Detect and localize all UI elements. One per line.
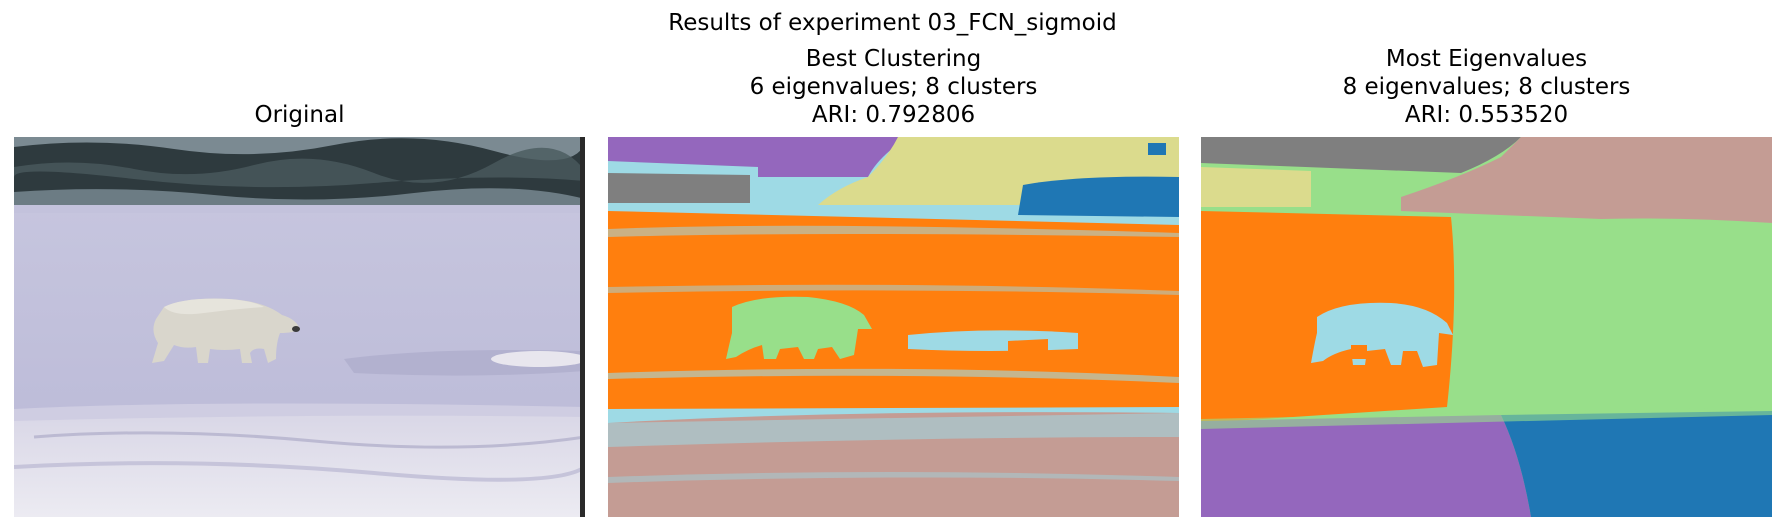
best-clustering-eigen-info: 6 eigenvalues; 8 clusters	[749, 74, 1038, 100]
most-eigenvalues-ari: ARI: 0.553520	[1404, 102, 1569, 128]
original-panel-title: Original	[14, 101, 585, 129]
most-eigenvalues-map	[1201, 137, 1772, 517]
most-eigenvalues-segmentation	[1201, 137, 1772, 517]
most-eigenvalues-title: Most Eigenvalues	[1385, 46, 1588, 72]
best-clustering-ari: ARI: 0.792806	[811, 102, 976, 128]
best-clustering-segmentation	[608, 137, 1179, 517]
original-image	[14, 137, 585, 517]
original-title-text: Original	[254, 102, 345, 128]
polar-bear	[152, 298, 300, 363]
best-clustering-panel-title: Best Clustering 6 eigenvalues; 8 cluster…	[608, 45, 1179, 129]
best-clustering-map	[608, 137, 1179, 517]
most-eigenvalues-eigen-info: 8 eigenvalues; 8 clusters	[1342, 74, 1631, 100]
best-clustering-title: Best Clustering	[805, 46, 982, 72]
figure-title: Results of experiment 03_FCN_sigmoid	[668, 10, 1117, 36]
polar-bear-photo	[14, 137, 585, 517]
most-eigenvalues-panel-title: Most Eigenvalues 8 eigenvalues; 8 cluste…	[1201, 45, 1772, 129]
